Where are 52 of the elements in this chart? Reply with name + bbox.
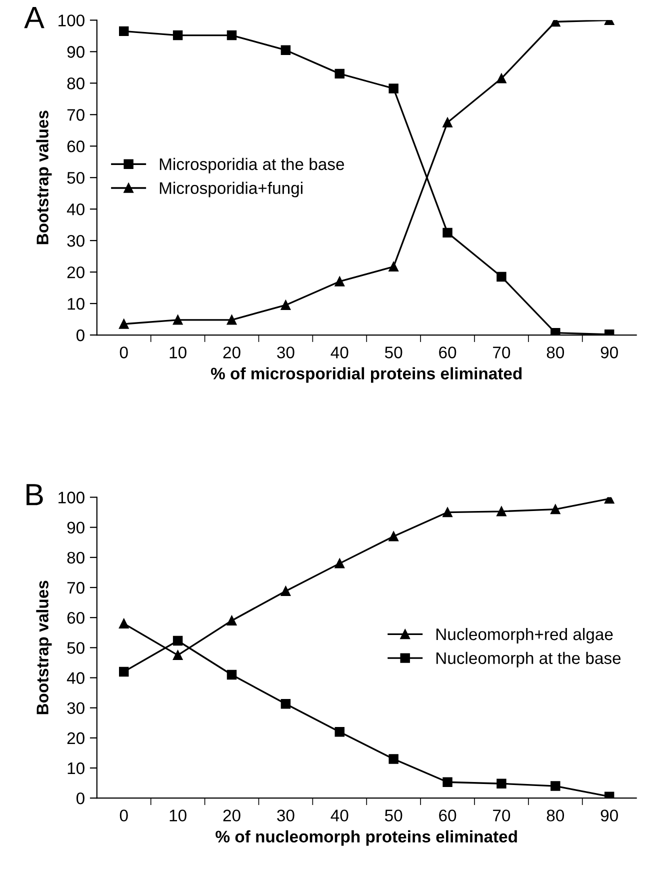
y-tick-label: 100 xyxy=(58,14,84,26)
y-tick-label: 50 xyxy=(67,172,84,184)
y-tick-label: 70 xyxy=(67,109,84,121)
x-tick-label: 30 xyxy=(277,810,294,822)
y-tick-label: 90 xyxy=(67,46,84,58)
x-axis-title: % of nucleomorph proteins eliminated xyxy=(216,830,517,846)
x-tick-label: 50 xyxy=(384,346,402,358)
y-tick-label: 0 xyxy=(76,329,84,342)
y-tick-label: 50 xyxy=(67,642,84,654)
y-tick-label: 20 xyxy=(67,732,84,744)
x-tick-label: 10 xyxy=(170,810,186,822)
text: B xyxy=(26,484,43,506)
y-tick-label: 40 xyxy=(66,672,84,684)
x-axis-title: % of microsporidial proteins eliminated xyxy=(210,367,522,383)
y-axis-title: Bootstrap values xyxy=(36,110,52,244)
y-tick-label: 0 xyxy=(76,792,84,804)
x-tick-label: 20 xyxy=(223,346,240,358)
y-tick-label: 30 xyxy=(67,702,84,714)
x-tick-label: 60 xyxy=(439,346,456,358)
x-tick-label: 50 xyxy=(384,810,402,822)
y-tick-label: 60 xyxy=(67,140,84,152)
x-tick-label: 30 xyxy=(277,346,294,358)
x-tick-label: 90 xyxy=(600,346,618,358)
x-tick-label: 70 xyxy=(493,346,510,358)
x-tick-label: 40 xyxy=(330,346,348,358)
legend-label: Microsporidia+fungi xyxy=(160,182,302,198)
x-tick-label: 0 xyxy=(120,810,128,822)
x-tick-label: 40 xyxy=(330,810,348,822)
x-tick-label: 60 xyxy=(439,810,456,822)
y-tick-label: 90 xyxy=(67,522,84,534)
x-tick-label: 80 xyxy=(546,346,564,358)
y-tick-label: 80 xyxy=(67,552,84,564)
legend-label: Nucleomorph at the base xyxy=(436,652,621,668)
x-tick-label: 90 xyxy=(600,810,618,822)
x-tick-label: 70 xyxy=(493,810,510,822)
y-tick-label: 40 xyxy=(66,203,84,216)
legend-label: Nucleomorph+red algae xyxy=(436,628,613,644)
y-tick-label: 80 xyxy=(67,78,84,90)
y-tick-label: 20 xyxy=(67,266,84,278)
x-tick-label: 20 xyxy=(223,810,240,822)
y-tick-label: 100 xyxy=(58,492,84,504)
y-axis-title: Bootstrap values xyxy=(36,580,52,714)
y-tick-label: 10 xyxy=(68,298,84,310)
legend-label: Microsporidia at the base xyxy=(160,158,344,174)
y-tick-label: 60 xyxy=(67,612,84,624)
y-tick-label: 30 xyxy=(67,234,84,247)
text: A xyxy=(24,7,44,28)
x-tick-label: 80 xyxy=(546,810,564,822)
x-tick-label: 0 xyxy=(120,346,128,358)
y-tick-label: 10 xyxy=(68,762,84,774)
x-tick-label: 10 xyxy=(170,346,186,358)
y-tick-label: 70 xyxy=(67,582,84,594)
